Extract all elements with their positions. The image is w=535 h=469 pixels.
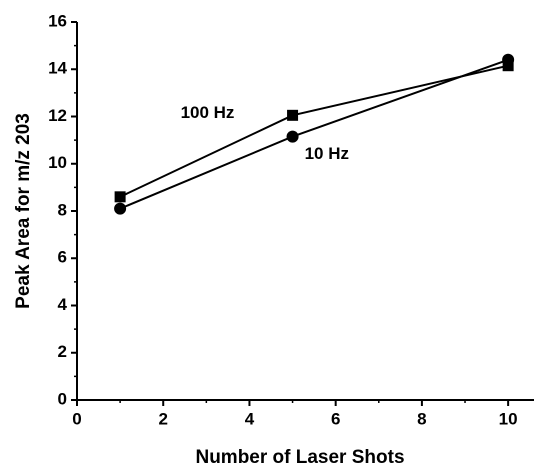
x-tick-label: 8 [417, 409, 426, 428]
y-tick-label: 6 [58, 248, 67, 267]
x-tick-label: 0 [72, 409, 81, 428]
x-tick-label: 2 [158, 409, 167, 428]
series-label: 100 Hz [181, 103, 235, 122]
marker [287, 109, 299, 121]
series-line [119, 64, 509, 198]
y-tick-label: 8 [58, 200, 67, 219]
x-tick-label: 6 [331, 409, 340, 428]
y-tick-label: 4 [58, 295, 68, 314]
marker [286, 130, 299, 143]
y-axis-title: Peak Area for m/z 203 [13, 113, 34, 309]
y-tick-label: 10 [48, 153, 67, 172]
y-tick-label: 2 [58, 342, 67, 361]
series-line [119, 58, 509, 210]
marker [502, 53, 515, 66]
marker [114, 191, 126, 203]
series-label: 10 Hz [305, 144, 349, 163]
x-axis-title: Number of Laser Shots [195, 447, 404, 468]
y-tick-label: 14 [48, 59, 67, 78]
y-tick-label: 12 [48, 106, 67, 125]
x-tick-label: 10 [499, 409, 518, 428]
y-tick-label: 0 [58, 389, 67, 408]
x-tick-label: 4 [245, 409, 255, 428]
marker [114, 202, 127, 215]
y-tick-label: 16 [48, 11, 67, 30]
